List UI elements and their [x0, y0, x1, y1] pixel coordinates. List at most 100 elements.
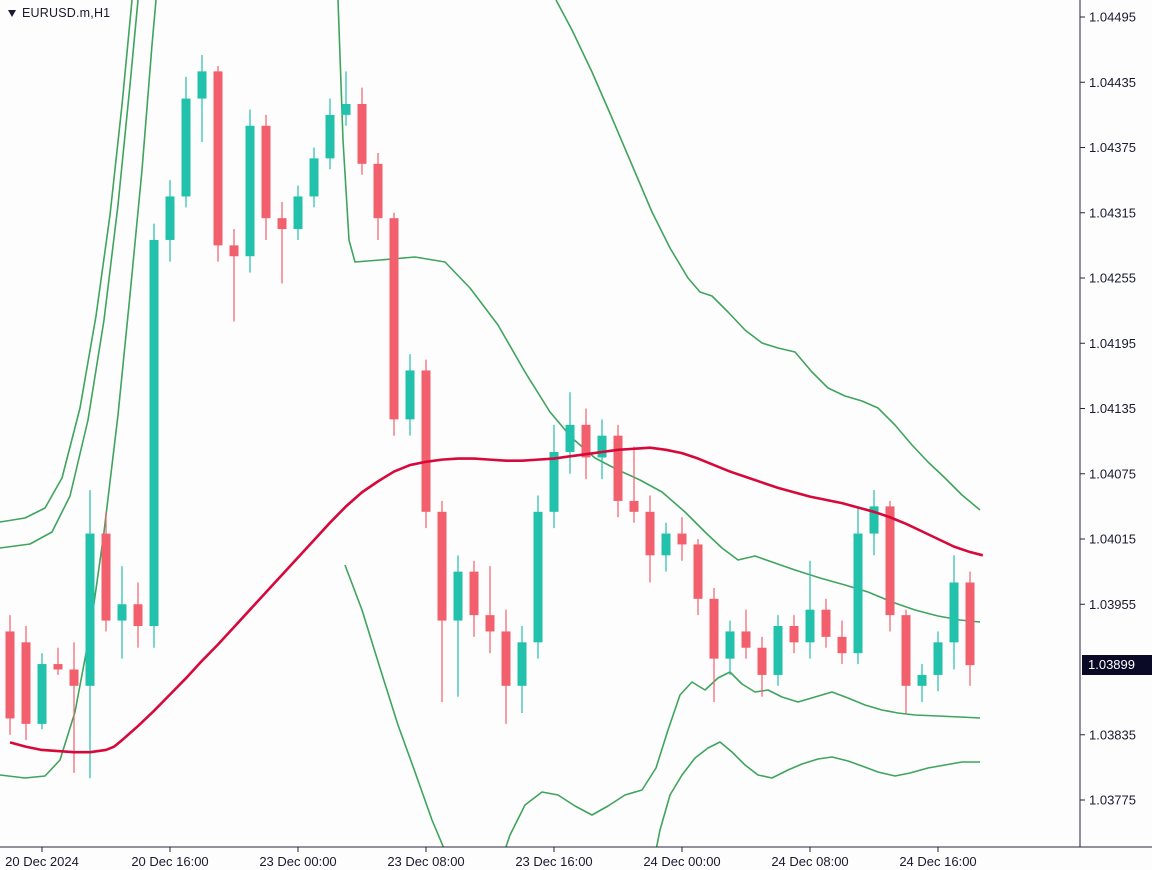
- candle-body: [197, 71, 207, 99]
- time-axis-label: 24 Dec 00:00: [643, 854, 720, 869]
- symbol-label-text: EURUSD.m,H1: [22, 6, 111, 20]
- band-line: [0, 0, 133, 523]
- time-axis-label: 20 Dec 2024: [5, 854, 79, 869]
- band-line: [337, 0, 981, 623]
- price-axis-label: 1.04315: [1089, 205, 1136, 220]
- chart-symbol-triangle-icon: [8, 10, 16, 17]
- candle-body: [389, 218, 399, 420]
- candle-body: [245, 125, 255, 257]
- candle-body: [677, 533, 687, 545]
- symbol-timeframe-label[interactable]: EURUSD.m,H1: [8, 6, 110, 20]
- candle-body: [709, 598, 719, 659]
- band-line: [555, 0, 981, 511]
- candle-body: [949, 582, 959, 643]
- candles-layer: [5, 55, 975, 779]
- candle-body: [629, 500, 639, 512]
- price-axis[interactable]: 1.04495 1.04435 1.04375 1.04315 1.04255 1.041…: [1079, 0, 1136, 847]
- candle-body: [453, 571, 463, 621]
- candle-body: [101, 533, 111, 621]
- current-price-value: 1.03899: [1088, 657, 1135, 673]
- price-axis-label: 1.04375: [1089, 140, 1136, 155]
- price-axis-label: 1.04195: [1089, 336, 1136, 351]
- candle-body: [181, 98, 191, 197]
- candle-body: [261, 125, 271, 219]
- price-axis-label: 1.04435: [1089, 75, 1136, 90]
- candle-body: [213, 71, 223, 246]
- candle-body: [357, 104, 367, 164]
- candle-body: [805, 609, 815, 643]
- candle-body: [133, 604, 143, 626]
- candle-body: [469, 571, 479, 616]
- candle-body: [517, 642, 527, 686]
- candle-body: [85, 533, 95, 686]
- price-axis-label: 1.04495: [1089, 10, 1136, 25]
- candle-body: [613, 435, 623, 501]
- candle-body: [485, 615, 495, 632]
- price-axis-label: 1.04255: [1089, 271, 1136, 286]
- time-axis-label: 23 Dec 00:00: [259, 854, 336, 869]
- candle-body: [757, 647, 767, 675]
- candle-body: [597, 435, 607, 458]
- candle-body: [965, 582, 975, 666]
- price-axis-label: 1.04135: [1089, 401, 1136, 416]
- candle-body: [37, 664, 47, 724]
- candle-body: [405, 370, 415, 420]
- candle-body: [901, 615, 911, 686]
- candle-body: [853, 533, 863, 654]
- candle-body: [5, 631, 15, 719]
- ma-polyline: [9, 446, 984, 754]
- band-line: [505, 671, 981, 847]
- candle-body: [661, 533, 671, 556]
- band-line: [655, 741, 980, 847]
- candle-body: [21, 642, 31, 724]
- candle-body: [581, 424, 591, 458]
- band-line: [0, 0, 157, 779]
- candle-body: [725, 631, 735, 659]
- time-axis-label: 24 Dec 16:00: [899, 854, 976, 869]
- candle-body: [437, 511, 447, 621]
- candle-body: [69, 669, 79, 686]
- band-line: [344, 564, 445, 847]
- price-axis-label: 1.03835: [1089, 727, 1136, 742]
- candle-body: [693, 544, 703, 599]
- candle-body: [421, 370, 431, 512]
- moving-average-line: [9, 446, 984, 754]
- current-price-tag: 1.03899: [1082, 655, 1152, 676]
- candle-body: [309, 158, 319, 197]
- candle-body: [293, 196, 303, 230]
- price-axis-label: 1.04075: [1089, 466, 1136, 481]
- candle-body: [501, 631, 511, 686]
- candle-body: [341, 104, 351, 115]
- time-axis-label: 23 Dec 08:00: [387, 854, 464, 869]
- candle-body: [117, 604, 127, 621]
- candle-body: [869, 506, 879, 534]
- candle-body: [645, 511, 655, 556]
- candle-body: [837, 636, 847, 654]
- candle-body: [933, 642, 943, 675]
- time-axis-label: 24 Dec 08:00: [771, 854, 848, 869]
- candle-body: [229, 245, 239, 257]
- candle-body: [885, 506, 895, 616]
- candle-body: [149, 239, 159, 626]
- candle-body: [565, 424, 575, 452]
- candle-body: [165, 196, 175, 240]
- price-axis-label: 1.03775: [1089, 793, 1136, 808]
- candle-body: [821, 609, 831, 637]
- candle-body: [741, 631, 751, 648]
- candle-body: [549, 452, 559, 512]
- band-line: [0, 0, 139, 549]
- candle-body: [373, 163, 383, 219]
- candle-body: [325, 114, 335, 159]
- indicator-band-lines: [0, 0, 981, 847]
- candle-body: [789, 626, 799, 643]
- candle-body: [533, 511, 543, 643]
- time-axis[interactable]: 20 Dec 2024 20 Dec 16:00 23 Dec 00:00 23 De…: [0, 846, 1152, 869]
- candle-body: [917, 674, 927, 686]
- candle-body: [773, 626, 783, 675]
- time-axis-label: 23 Dec 16:00: [515, 854, 592, 869]
- price-axis-label: 1.03955: [1089, 597, 1136, 612]
- time-axis-label: 20 Dec 16:00: [131, 854, 208, 869]
- price-axis-label: 1.04015: [1089, 532, 1136, 547]
